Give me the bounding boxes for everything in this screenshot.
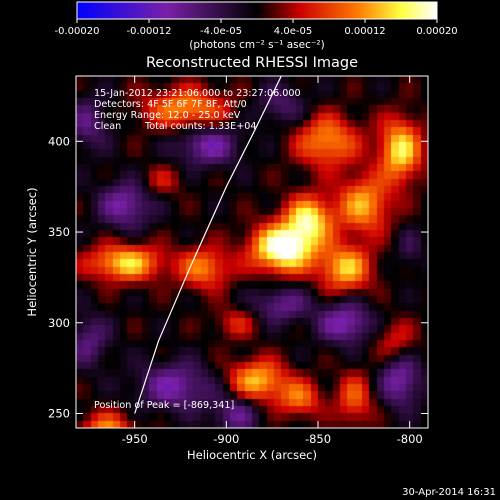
- x-tick-labels: -950 -900 -850 -800: [122, 432, 423, 446]
- colorbar-tick-label: -0.00020: [55, 26, 100, 37]
- annotation-peak-position: Position of Peak = [-869,341]: [94, 400, 234, 411]
- colorbar-frame: [76, 1, 438, 20]
- solar-limb-curve: [134, 76, 282, 414]
- colorbar-tick-label: -0.00012: [127, 26, 172, 37]
- colorbar: -0.00020 -0.00012 -4.0e-05 4.0e-05 0.00012 0.…: [55, 1, 458, 51]
- colorbar-ramp: [77, 2, 437, 19]
- colorbar-tick-label: 4.0e-05: [274, 26, 312, 37]
- annotation-block: 15-Jan-2012 23:21:06.000 to 23:27:06.000…: [94, 88, 301, 411]
- annotation-method: Clean: [94, 121, 121, 132]
- x-tick-label: -800: [397, 432, 423, 446]
- y-tick-label: 400: [48, 134, 70, 148]
- x-tick-label: -900: [213, 432, 239, 446]
- y-tick-label: 350: [48, 225, 70, 239]
- chart-title: Reconstructed RHESSI Image: [146, 55, 358, 71]
- y-tick-label: 300: [48, 316, 70, 330]
- colorbar-tick-label: 0.00020: [416, 26, 457, 37]
- plot-area: 15-Jan-2012 23:21:06.000 to 23:27:06.000…: [75, 75, 429, 429]
- plot-frame: [75, 75, 429, 429]
- date-stamp: 30-Apr-2014 16:31: [402, 487, 496, 498]
- y-tick-label: 250: [48, 406, 70, 420]
- colorbar-units: (photons cm⁻² s⁻¹ asec⁻²): [189, 39, 324, 51]
- colorbar-tick-label: 0.00012: [344, 26, 385, 37]
- y-axis-label: Heliocentric Y (arcsec): [25, 187, 39, 316]
- y-tick-labels: 250 300 350 400: [48, 134, 70, 420]
- x-axis-label: Heliocentric X (arcsec): [187, 448, 317, 462]
- annotation-energy-range: Energy Range: 12.0 - 25.0 keV: [94, 110, 241, 121]
- axis-ticks: [76, 76, 428, 428]
- x-tick-label: -850: [305, 432, 331, 446]
- colorbar-ticks: -0.00020 -0.00012 -4.0e-05 4.0e-05 0.00012 0.…: [55, 19, 458, 37]
- annotation-total-counts: Total counts: 1.33E+04: [144, 121, 256, 132]
- annotation-time-range: 15-Jan-2012 23:21:06.000 to 23:27:06.000: [94, 88, 301, 99]
- annotation-detectors: Detectors: 4F 5F 6F 7F 8F, Att/0: [94, 99, 247, 110]
- colorbar-tick-label: -4.0e-05: [200, 26, 242, 37]
- x-tick-label: -950: [122, 432, 148, 446]
